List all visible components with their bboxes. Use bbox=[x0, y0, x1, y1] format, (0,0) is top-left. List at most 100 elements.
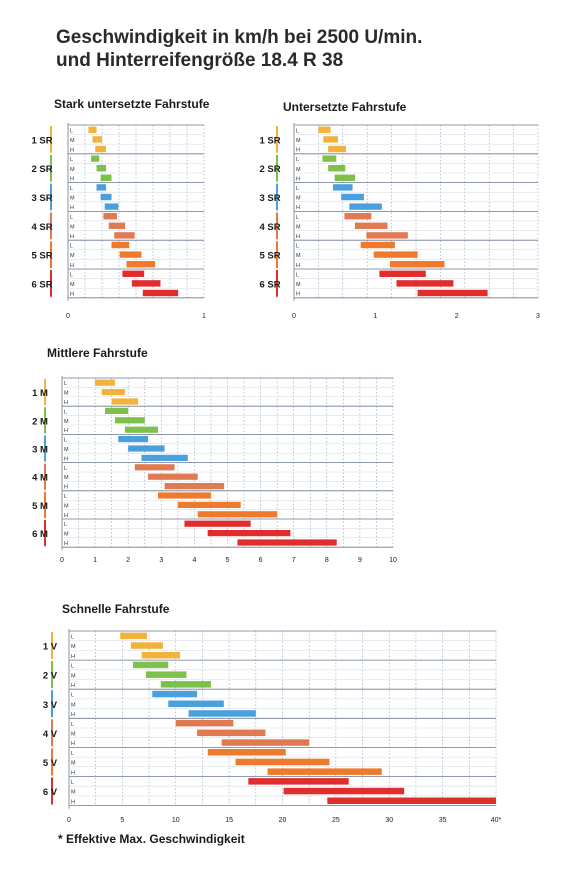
row-label: H bbox=[71, 654, 75, 660]
group-marker bbox=[276, 241, 278, 268]
group-label: 6 SR bbox=[259, 279, 280, 290]
group-label: 5 M bbox=[32, 501, 48, 512]
bar-2-sr-h bbox=[100, 174, 112, 181]
bar-3-v-l bbox=[152, 690, 198, 698]
chart-title-untersetzt: Untersetzte Fahrstufe bbox=[283, 100, 407, 114]
bar-2-sr-h bbox=[334, 174, 355, 181]
row-label: L bbox=[70, 157, 73, 163]
x-tick-label: 4 bbox=[192, 557, 196, 564]
group-label: 2 SR bbox=[259, 164, 280, 175]
bar-4-v-h bbox=[221, 739, 310, 746]
group-label: 3 V bbox=[43, 700, 58, 711]
x-tick-label: 7 bbox=[292, 557, 296, 564]
row-label: H bbox=[71, 770, 75, 776]
group-label: 2 V bbox=[43, 671, 58, 682]
bar-6-m-l bbox=[184, 520, 251, 527]
bar-4-m-m bbox=[148, 473, 198, 480]
row-label: L bbox=[296, 186, 299, 192]
bar-6-v-h bbox=[327, 797, 496, 804]
bar-4-sr-l bbox=[103, 213, 117, 220]
bar-1-v-h bbox=[141, 652, 181, 659]
group-label: 3 M bbox=[32, 445, 48, 456]
bar-5-sr-l bbox=[111, 241, 130, 249]
bar-4-sr-m bbox=[355, 222, 388, 229]
bar-5-m-h bbox=[197, 511, 278, 518]
row-label: L bbox=[64, 494, 67, 500]
row-label: L bbox=[296, 244, 299, 250]
row-label: H bbox=[296, 234, 300, 240]
x-tick-label: 10 bbox=[172, 817, 180, 824]
bar-3-v-h bbox=[188, 710, 256, 717]
row-label: M bbox=[296, 138, 301, 144]
row-label: H bbox=[296, 205, 300, 211]
group-marker bbox=[44, 491, 46, 518]
row-label: L bbox=[71, 751, 74, 757]
group-marker bbox=[50, 270, 52, 297]
row-label: L bbox=[64, 522, 67, 528]
bar-5-m-m bbox=[177, 501, 241, 508]
row-label: M bbox=[296, 282, 301, 288]
group-label: 1 M bbox=[32, 388, 48, 399]
footnote: * Effektive Max. Geschwindigkeit bbox=[58, 832, 245, 846]
row-label: H bbox=[64, 428, 68, 434]
bar-2-m-l bbox=[105, 407, 129, 414]
x-tick-label: 1 bbox=[202, 313, 206, 320]
bar-5-sr-l bbox=[360, 241, 395, 249]
bar-3-m-h bbox=[141, 454, 188, 461]
row-label: L bbox=[64, 409, 67, 415]
row-label: H bbox=[71, 741, 75, 747]
row-label: H bbox=[70, 148, 74, 154]
group-label: 4 SR bbox=[31, 222, 52, 233]
row-label: L bbox=[296, 157, 299, 163]
row-label: H bbox=[64, 541, 68, 547]
bar-2-v-h bbox=[160, 681, 211, 688]
x-tick-label: 2 bbox=[126, 557, 130, 564]
row-label: L bbox=[70, 215, 73, 221]
row-label: H bbox=[296, 292, 300, 298]
group-marker bbox=[276, 126, 278, 153]
row-label: M bbox=[64, 447, 69, 453]
row-label: H bbox=[71, 683, 75, 689]
group-label: 1 SR bbox=[31, 135, 52, 146]
x-tick-label: 1 bbox=[373, 313, 377, 320]
bar-1-sr-m bbox=[323, 136, 338, 143]
bar-5-sr-m bbox=[373, 251, 418, 258]
bar-1-m-h bbox=[111, 398, 139, 405]
bar-6-m-h bbox=[237, 539, 337, 546]
row-label: M bbox=[296, 224, 301, 230]
bar-2-v-l bbox=[133, 661, 169, 669]
row-label: M bbox=[70, 282, 75, 288]
bar-5-v-h bbox=[267, 768, 382, 775]
bar-2-m-m bbox=[114, 417, 145, 424]
row-label: M bbox=[71, 673, 76, 679]
group-marker bbox=[44, 520, 46, 547]
group-marker bbox=[50, 241, 52, 268]
group-label: 1 SR bbox=[259, 135, 280, 146]
row-label: M bbox=[296, 253, 301, 259]
bar-3-sr-l bbox=[333, 184, 353, 191]
row-label: M bbox=[296, 196, 301, 202]
bar-5-m-l bbox=[157, 492, 211, 499]
group-marker bbox=[44, 463, 46, 490]
row-label: H bbox=[296, 263, 300, 269]
group-marker bbox=[44, 407, 46, 434]
group-marker bbox=[276, 270, 278, 297]
row-label: M bbox=[64, 391, 69, 397]
group-marker bbox=[276, 154, 278, 182]
group-label: 1 V bbox=[43, 642, 58, 653]
row-label: L bbox=[70, 244, 73, 250]
row-label: M bbox=[70, 253, 75, 259]
title-line-2: und Hinterreifengröße 18.4 R 38 bbox=[56, 50, 344, 71]
group-label: 4 M bbox=[32, 473, 48, 484]
row-label: M bbox=[296, 167, 301, 173]
bar-5-sr-h bbox=[126, 261, 156, 268]
row-label: L bbox=[296, 215, 299, 221]
x-tick-label: 0 bbox=[292, 313, 296, 320]
group-label: 2 M bbox=[32, 416, 48, 427]
bar-6-sr-h bbox=[417, 289, 488, 297]
group-label: 4 SR bbox=[259, 222, 280, 233]
group-label: 3 SR bbox=[259, 193, 280, 204]
bar-6-v-m bbox=[283, 787, 405, 795]
bar-3-v-m bbox=[168, 700, 224, 707]
